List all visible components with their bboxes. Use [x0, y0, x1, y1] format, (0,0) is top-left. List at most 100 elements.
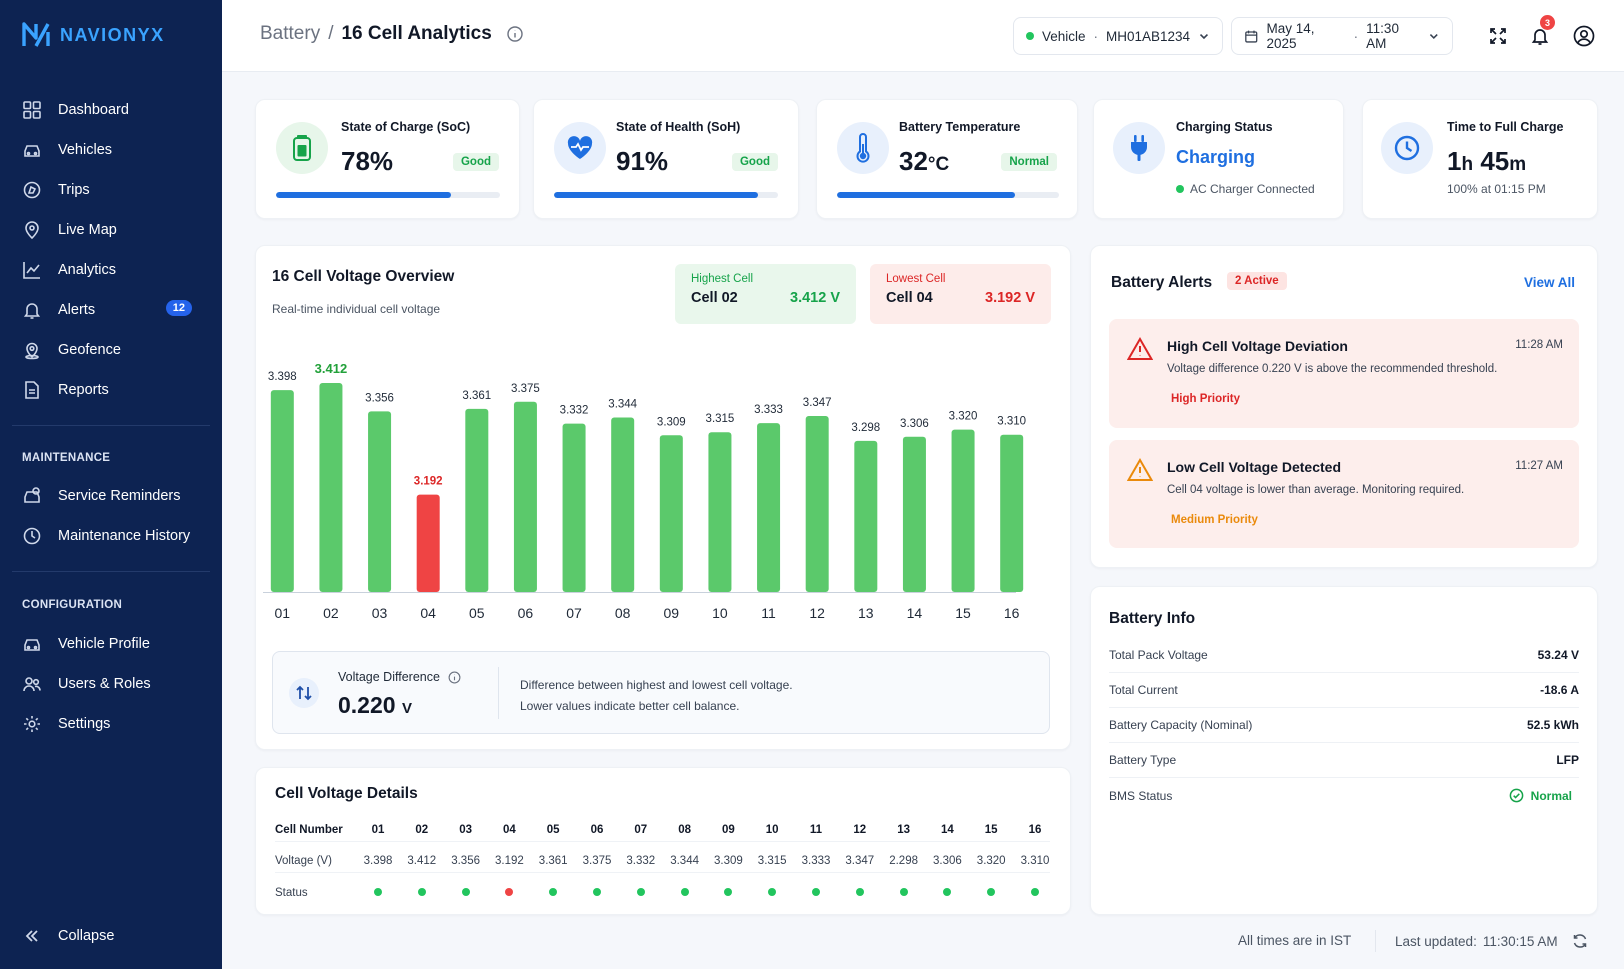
alert-item[interactable]: High Cell Voltage Deviation 11:28 AM Vol… — [1109, 319, 1579, 428]
bar-cell-15[interactable] — [951, 429, 975, 592]
chevron-down-icon — [1430, 34, 1439, 40]
sidebar-item-vehicle-profile[interactable]: Vehicle Profile — [22, 633, 200, 655]
alert-title: High Cell Voltage Deviation — [1167, 338, 1348, 354]
cell-number: 12 — [853, 823, 867, 836]
alert-item[interactable]: Low Cell Voltage Detected 11:27 AM Cell … — [1109, 440, 1579, 548]
lowest-cell-label: Lowest Cell — [886, 273, 946, 285]
status-dot — [549, 888, 558, 896]
bar-cell-12[interactable] — [805, 415, 829, 592]
sidebar-item-label: Live Map — [58, 222, 117, 238]
highest-cell-label: Highest Cell — [691, 273, 753, 285]
sidebar-item-alerts[interactable]: Alerts 12 — [22, 299, 200, 321]
kpi-title: Time to Full Charge — [1447, 120, 1564, 134]
heart-pulse-icon — [554, 122, 606, 174]
bar-cell-01[interactable] — [270, 390, 294, 592]
sidebar-item-label: Reports — [58, 382, 109, 398]
bell-icon — [1531, 29, 1549, 45]
bar-value-label: 3.310 — [997, 416, 1026, 428]
info-icon[interactable] — [448, 671, 461, 684]
warning-triangle-icon — [1127, 458, 1153, 481]
alerts-count-badge: 12 — [165, 300, 192, 316]
bar-cell-11[interactable] — [757, 423, 781, 592]
sidebar-item-reports[interactable]: Reports — [22, 379, 200, 401]
charging-status-value: Charging — [1176, 147, 1255, 167]
bar-cell-09[interactable] — [659, 435, 683, 592]
status-dot — [943, 888, 952, 896]
bar-value-label: 3.333 — [754, 404, 783, 416]
sidebar-item-label: Maintenance History — [58, 528, 191, 544]
status-dot — [374, 888, 382, 896]
kpi-value: 91% — [616, 146, 669, 176]
double-chevron-left-icon — [25, 930, 38, 942]
info-icon[interactable] — [506, 25, 524, 43]
sidebar-item-users-roles[interactable]: Users & Roles — [22, 673, 200, 695]
charger-text: AC Charger Connected — [1190, 182, 1315, 196]
dashboard-icon — [23, 101, 41, 119]
sidebar-item-label: Trips — [58, 182, 90, 198]
cell-voltage: 3.310 — [1020, 854, 1050, 867]
sidebar-item-geofence[interactable]: Geofence — [22, 339, 200, 361]
sidebar-item-vehicles[interactable]: Vehicles — [22, 139, 200, 161]
bar-cell-03[interactable] — [368, 411, 392, 592]
sidebar-item-analytics[interactable]: Analytics — [22, 259, 200, 281]
bar-cell-08[interactable] — [611, 417, 635, 592]
cell-voltage: 3.375 — [582, 854, 612, 867]
history-icon — [23, 527, 41, 545]
sidebar-collapse-button[interactable]: Collapse — [22, 925, 200, 947]
bar-cell-13[interactable] — [854, 440, 878, 592]
fullscreen-button[interactable] — [1482, 20, 1514, 52]
sidebar-item-maintenance-history[interactable]: Maintenance History — [22, 525, 200, 547]
sidebar: NAVIONYX Dashboard Vehicles Trips Live M… — [0, 0, 222, 969]
breadcrumb: Battery / 16 Cell Analytics — [260, 23, 524, 45]
cell-number: 08 — [678, 823, 691, 836]
top-header: Battery / 16 Cell Analytics Vehicle · MH… — [222, 0, 1624, 72]
map-pin-icon — [25, 221, 39, 240]
bar-cell-05[interactable] — [465, 408, 489, 592]
thermometer-icon — [837, 122, 889, 174]
bar-cell-14[interactable] — [902, 436, 926, 592]
info-value: 52.5 kWh — [1526, 718, 1579, 732]
vehicle-selector[interactable]: Vehicle · MH01AB1234 — [1013, 17, 1223, 55]
voltage-difference-unit: V — [401, 700, 412, 717]
cell-status — [358, 887, 398, 899]
bar-cell-10[interactable] — [708, 432, 732, 592]
brand-logo[interactable]: NAVIONYX — [22, 22, 165, 48]
bar-value-label: 3.412 — [315, 361, 348, 376]
sidebar-item-service-reminders[interactable]: Service Reminders — [22, 485, 200, 507]
breadcrumb-separator: / — [328, 23, 334, 44]
info-row: Total Current -18.6 A — [1109, 673, 1579, 708]
status-dot — [636, 888, 645, 896]
cell-number: 15 — [984, 823, 998, 836]
sidebar-item-trips[interactable]: Trips — [22, 179, 200, 201]
chevron-down-icon — [1199, 33, 1209, 40]
info-label: Total Pack Voltage — [1109, 648, 1208, 662]
overview-subtitle: Real-time individual cell voltage — [272, 302, 441, 316]
bar-cell-07[interactable] — [562, 423, 586, 592]
cell-number: 16 — [1028, 823, 1042, 836]
kpi-value: 78% — [341, 146, 394, 176]
plug-icon — [1113, 122, 1165, 174]
refresh-icon[interactable] — [1572, 933, 1588, 949]
sidebar-item-dashboard[interactable]: Dashboard — [22, 99, 200, 121]
datetime-selector[interactable]: May 14, 2025 · 11:30 AM — [1231, 17, 1453, 55]
bar-cell-04[interactable] — [416, 494, 440, 592]
bar-cell-02[interactable] — [319, 383, 343, 592]
bar-cell-16[interactable] — [1000, 434, 1024, 592]
info-label: Battery Capacity (Nominal) — [1109, 718, 1253, 732]
x-tick-label: 11 — [761, 605, 776, 621]
user-menu-button[interactable] — [1568, 20, 1600, 52]
bar-cell-06[interactable] — [513, 401, 537, 592]
minutes-value: 45 — [1480, 146, 1510, 176]
sidebar-section-configuration: CONFIGURATION — [22, 599, 123, 611]
notifications-button[interactable]: 3 — [1524, 15, 1556, 52]
sidebar-item-settings[interactable]: Settings — [22, 713, 200, 735]
highest-cell-row: Cell 02 3.412 V — [691, 290, 840, 306]
sidebar-item-label: Alerts — [58, 302, 96, 318]
sidebar-item-live-map[interactable]: Live Map — [22, 219, 200, 241]
cell-voltage: 2.298 — [889, 854, 918, 867]
cell-number: 13 — [897, 823, 910, 836]
view-all-alerts-link[interactable]: View All — [1524, 275, 1576, 290]
breadcrumb-parent[interactable]: Battery — [260, 23, 321, 44]
cell-voltage: 3.320 — [976, 854, 1006, 867]
x-tick-label: 07 — [566, 605, 582, 621]
